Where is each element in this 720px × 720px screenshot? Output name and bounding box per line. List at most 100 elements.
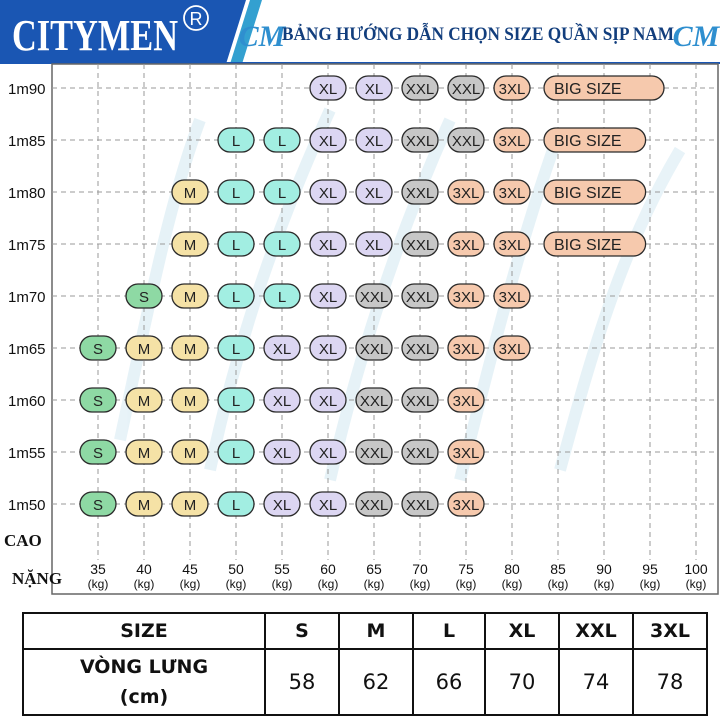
size-pill <box>263 179 301 205</box>
x-tick-label: 40 <box>136 561 152 577</box>
x-tick-label: 85 <box>550 561 566 577</box>
size-pill <box>79 439 117 465</box>
size-pill-label: 3XL <box>499 289 526 306</box>
size-pill <box>263 335 301 361</box>
x-tick-unit: (kg) <box>548 577 569 591</box>
waist-label-line2: (cm) <box>119 686 169 708</box>
size-pill-label: 3XL <box>453 393 480 410</box>
waist-value-cell: 62 <box>338 648 414 716</box>
size-pill-label: L <box>278 185 286 202</box>
chart-title: BẢNG HƯỚNG DẪN CHỌN SIZE QUẦN SỊP NAM <box>282 23 674 45</box>
size-pill-label: L <box>278 237 286 254</box>
size-pill-label: XXL <box>406 393 434 410</box>
size-pill-label: L <box>232 133 240 150</box>
size-pill-label: L <box>232 445 240 462</box>
size-pill-label: 3XL <box>453 185 480 202</box>
size-pill-label: XL <box>365 81 383 98</box>
size-pill <box>171 179 209 205</box>
x-axis-title: NẶNG <box>12 569 62 588</box>
size-pill-label: XL <box>319 133 337 150</box>
x-tick-unit: (kg) <box>410 577 431 591</box>
size-pill <box>355 387 393 413</box>
x-tick-unit: (kg) <box>594 577 615 591</box>
size-pill <box>217 491 255 517</box>
size-pill <box>217 439 255 465</box>
size-pill-label: XL <box>319 237 337 254</box>
size-pill <box>263 439 301 465</box>
size-pill <box>217 179 255 205</box>
logo-monogram-left: CM <box>239 20 287 53</box>
size-pill-label: 3XL <box>499 185 526 202</box>
size-pill <box>125 387 163 413</box>
size-pill-label: M <box>184 237 197 254</box>
size-pill-label: S <box>93 393 103 410</box>
size-pill <box>447 179 485 205</box>
big-size-pill <box>543 179 647 205</box>
size-pill <box>493 283 531 309</box>
size-pill-label: XL <box>319 185 337 202</box>
x-tick-label: 60 <box>320 561 336 577</box>
size-pill-label: XL <box>365 185 383 202</box>
x-tick-label: 80 <box>504 561 520 577</box>
waist-value-cell: 66 <box>412 648 486 716</box>
size-pill <box>263 491 301 517</box>
size-pill-label: XXL <box>406 341 434 358</box>
size-pill-label: XXL <box>406 133 434 150</box>
size-pill <box>217 127 255 153</box>
size-pill <box>309 283 347 309</box>
size-pill-label: XXL <box>406 185 434 202</box>
y-tick-label: 1m70 <box>8 289 46 306</box>
size-pill <box>171 491 209 517</box>
size-pill-label: 3XL <box>453 341 480 358</box>
size-pill <box>171 231 209 257</box>
big-size-label: BIG SIZE <box>554 81 622 98</box>
size-pill-label: L <box>232 237 240 254</box>
size-pill-label: S <box>139 289 149 306</box>
x-tick-unit: (kg) <box>134 577 155 591</box>
size-pill <box>401 127 439 153</box>
size-pill <box>309 439 347 465</box>
size-pill <box>125 283 163 309</box>
size-pill-label: XL <box>319 445 337 462</box>
size-pill-label: L <box>232 341 240 358</box>
size-pill-label: 3XL <box>499 81 526 98</box>
size-pill <box>309 335 347 361</box>
size-pill <box>447 439 485 465</box>
size-pill-label: XL <box>319 289 337 306</box>
size-pill-label: XXL <box>452 81 480 98</box>
x-tick-label: 35 <box>90 561 106 577</box>
waist-value-cell: 70 <box>484 648 560 716</box>
x-tick-unit: (kg) <box>88 577 109 591</box>
size-pill <box>217 387 255 413</box>
size-pill <box>355 335 393 361</box>
size-pill-label: XXL <box>406 497 434 514</box>
size-pill-label: M <box>184 341 197 358</box>
size-pill-label: L <box>232 393 240 410</box>
size-pill-label: L <box>232 289 240 306</box>
registered-mark-circle <box>183 5 209 31</box>
x-tick-unit: (kg) <box>318 577 339 591</box>
size-pill <box>171 283 209 309</box>
x-tick-unit: (kg) <box>180 577 201 591</box>
y-tick-label: 1m80 <box>8 185 46 202</box>
size-pill <box>309 179 347 205</box>
y-tick-label: 1m85 <box>8 133 46 150</box>
size-pill <box>125 335 163 361</box>
size-pill-label: M <box>138 393 151 410</box>
x-tick-unit: (kg) <box>686 577 707 591</box>
size-pill <box>171 387 209 413</box>
size-pill <box>401 75 439 101</box>
size-pill-label: XL <box>273 393 291 410</box>
size-pill-label: XL <box>365 133 383 150</box>
size-pill-label: 3XL <box>499 237 526 254</box>
big-size-pill <box>543 231 647 257</box>
waist-row-label: VÒNG LƯNG (cm) <box>22 648 266 716</box>
size-pill <box>263 387 301 413</box>
size-pill <box>493 75 531 101</box>
size-pill <box>355 231 393 257</box>
size-pill <box>171 439 209 465</box>
size-pill-label: 3XL <box>453 445 480 462</box>
x-tick-unit: (kg) <box>364 577 385 591</box>
size-pill <box>401 387 439 413</box>
y-tick-label: 1m90 <box>8 81 46 98</box>
